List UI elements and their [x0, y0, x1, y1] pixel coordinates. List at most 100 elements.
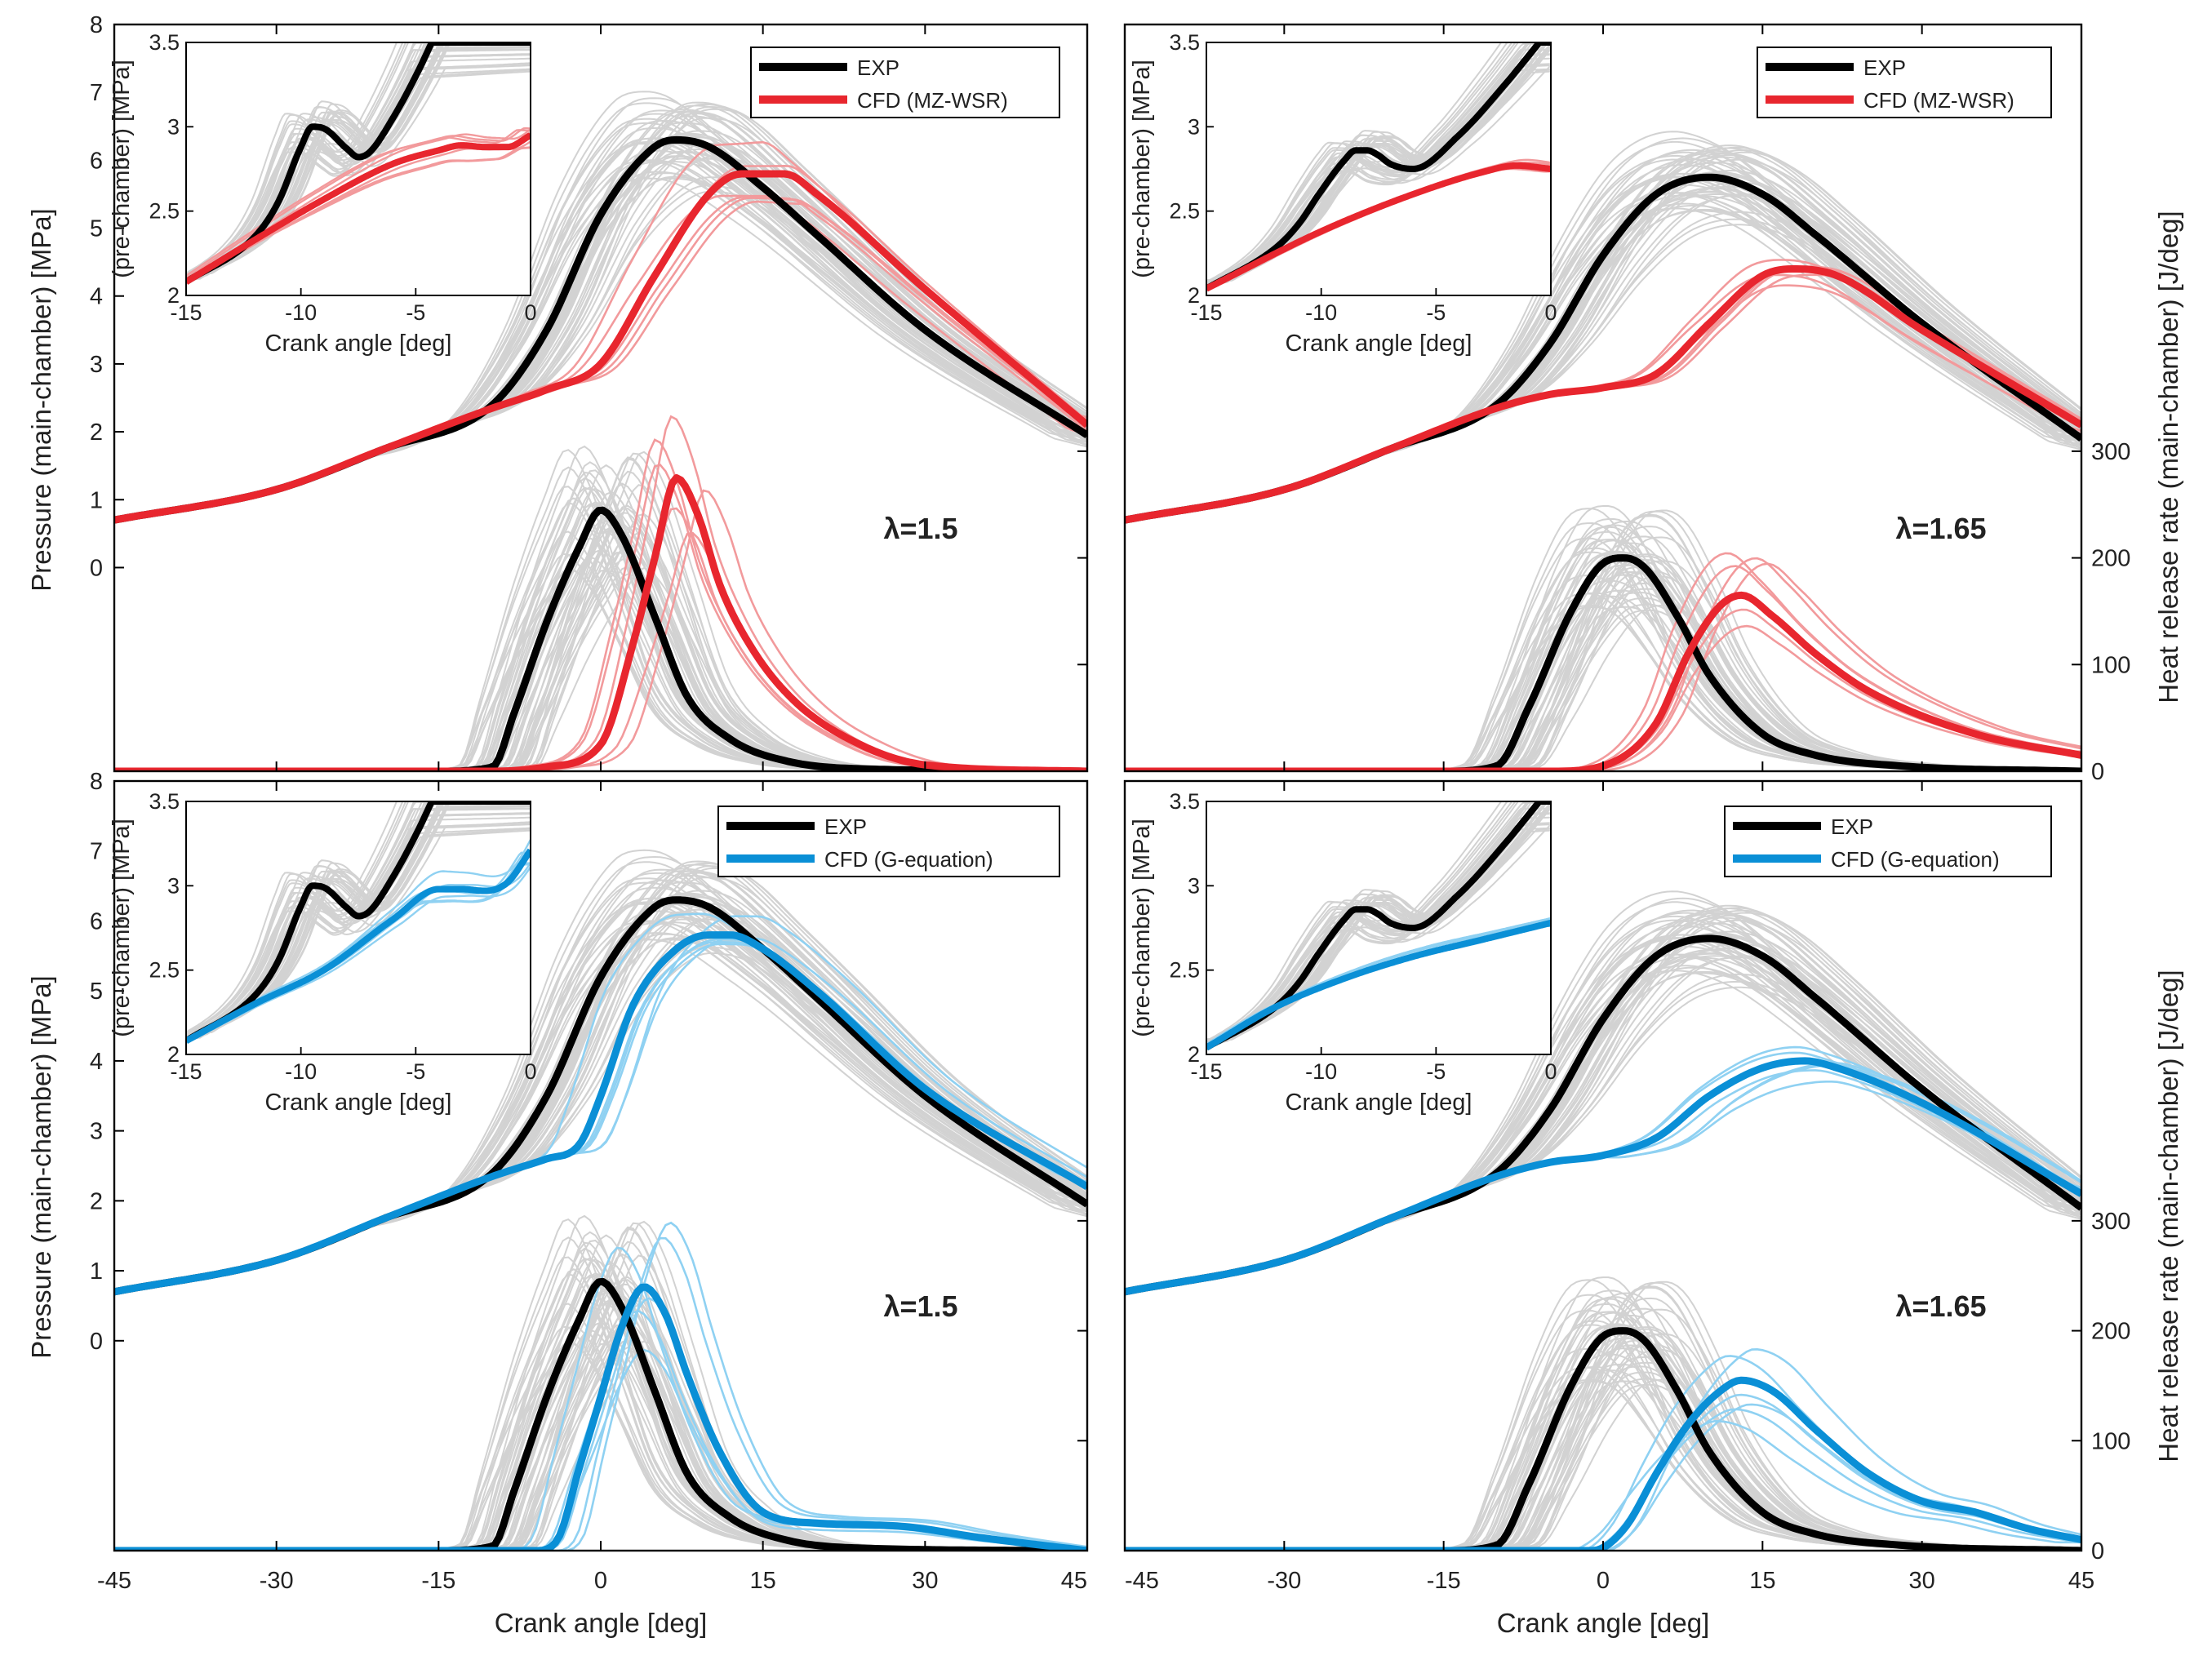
x-tick-label: 0	[594, 1568, 607, 1594]
inset-frame	[1206, 801, 1552, 1055]
hrr-tick-label: 0	[2091, 1538, 2104, 1565]
legend: EXP CFD (MZ-WSR)	[750, 47, 1060, 118]
pressure-tick-label: 2	[90, 419, 103, 446]
pressure-tick-label: 5	[90, 979, 103, 1005]
xlabel-right: Crank angle [deg]	[1497, 1608, 1710, 1638]
hrr-tick-label: 100	[2091, 652, 2130, 678]
exp-cycle-hrr-trace	[1125, 1371, 2081, 1551]
legend-model-label: CFD (G-equation)	[824, 847, 993, 872]
pressure-tick-label: 1	[90, 487, 103, 513]
pressure-tick-label: 0	[90, 1329, 103, 1355]
exp-cycle-hrr-trace	[1125, 597, 2081, 771]
inset-ylabel: (pre-chamber) [MPa]	[1129, 60, 1155, 278]
exp-cycle-hrr-trace	[1125, 551, 2081, 771]
inset-x-tick-label: 0	[524, 1059, 536, 1084]
legend-exp-label: EXP	[1831, 814, 1873, 839]
pressure-tick-label: 1	[90, 1258, 103, 1285]
inset-model-line	[1206, 162, 1551, 292]
pressure-tick-label: 0	[90, 555, 103, 581]
exp-cycle-hrr-trace	[1125, 510, 2081, 771]
inset-x-tick-label: 0	[1544, 300, 1557, 325]
inset-xlabel: Crank angle [deg]	[1286, 1090, 1472, 1116]
pressure-tick-label: 3	[90, 352, 103, 378]
inset-plot	[1206, 42, 1551, 292]
inset-y-tick-label: 3.5	[1169, 30, 1200, 55]
inset-y-tick-label: 3	[167, 114, 180, 139]
inset-y-tick-label: 2	[1188, 1042, 1200, 1067]
exp-cycle-hrr-trace	[1125, 570, 2081, 771]
lambda-label: λ=1.5	[883, 1289, 957, 1323]
exp-cycle-hrr-trace	[1125, 557, 2081, 771]
inset-exp-trace	[186, 801, 407, 1035]
legend-box	[1724, 806, 2052, 877]
inset: 2 2.5 3 3.5 -15 -10 -5 0 Crank angle [deg] (pre-c…	[109, 789, 537, 1116]
exp-cycle-hrr-trace	[114, 518, 1087, 771]
hrr-tick-label: 300	[2091, 439, 2130, 465]
inset-x-tick-label: -5	[1426, 300, 1446, 325]
pressure-tick-label: 7	[90, 80, 103, 106]
inset-y-tick-label: 2.5	[1169, 958, 1200, 983]
inset-exp-trace	[186, 42, 424, 281]
legend-model-label: CFD (G-equation)	[1831, 847, 2000, 872]
exp-cycle-hrr-trace	[1125, 1323, 2081, 1551]
inset-plot	[186, 801, 531, 1044]
inset-ylabel: (pre-chamber) [MPa]	[109, 60, 135, 278]
legend-box	[1757, 47, 2052, 118]
inset-exp-trace	[186, 42, 450, 275]
pressure-tick-label: 7	[90, 839, 103, 865]
inset-frame	[185, 801, 531, 1055]
left-ylabel-top: Pressure (main-chamber) [MPa]	[26, 208, 56, 591]
inset-exp-trace	[186, 42, 398, 274]
pressure-tick-label: 6	[90, 148, 103, 174]
x-tick-label: 30	[912, 1568, 938, 1594]
inset-frame	[185, 42, 531, 296]
inset-x-tick-label: -15	[1190, 300, 1222, 325]
inset-plot	[1206, 801, 1551, 1051]
hrr-tick-label: 100	[2091, 1428, 2130, 1454]
inset: 2 2.5 3 3.5 -15 -10 -5 0 Crank angle [deg] (pre-c…	[1129, 30, 1557, 357]
exp-cycle-hrr-trace	[1125, 539, 2081, 771]
inset: 2 2.5 3 3.5 -15 -10 -5 0 Crank angle [deg] (pre-c…	[1129, 789, 1557, 1116]
x-tick-label: 45	[2068, 1568, 2094, 1594]
inset-exp-trace	[186, 42, 407, 276]
inset-plot	[186, 42, 531, 285]
inset-exp-trace	[1206, 42, 1503, 283]
x-tick-label: -30	[1267, 1568, 1301, 1594]
lambda-label: λ=1.65	[1895, 512, 1986, 545]
exp-cycle-hrr-trace	[114, 1292, 1087, 1551]
exp-cycle-hrr-trace	[1125, 571, 2081, 771]
inset: 2 2.5 3 3.5 -15 -10 -5 0 Crank angle [deg] (pre-c…	[109, 30, 537, 357]
legend: EXP CFD (MZ-WSR)	[1757, 47, 2052, 118]
right-ylabel-bottom: Heat release rate (main-chamber) [J/deg]	[2153, 970, 2183, 1462]
pressure-tick-label: 4	[90, 284, 103, 310]
plot-area	[1125, 131, 2081, 771]
inset-y-tick-label: 2.5	[1169, 199, 1200, 224]
right-ylabel-top: Heat release rate (main-chamber) [J/deg]	[2153, 211, 2183, 703]
model-cycle-hrr-trace	[114, 1236, 1087, 1551]
model-cycle-hrr-trace	[114, 1348, 1087, 1551]
inset-model-line	[1206, 919, 1551, 1051]
inset-x-tick-label: 0	[524, 300, 536, 325]
inset-x-tick-label: -15	[1190, 1059, 1222, 1084]
inset-xlabel: Crank angle [deg]	[265, 331, 452, 357]
inset-x-tick-label: 0	[1544, 1059, 1557, 1084]
hrr-tick-label: 300	[2091, 1209, 2130, 1235]
x-tick-label: 45	[1061, 1568, 1087, 1594]
exp-cycle-hrr-trace	[114, 517, 1087, 771]
legend-exp-label: EXP	[824, 814, 867, 839]
exp-cycle-hrr-trace	[114, 1343, 1087, 1551]
exp-cycle-hrr-trace	[114, 537, 1087, 771]
inset-ylabel: (pre-chamber) [MPa]	[109, 819, 135, 1037]
model-pressure-line	[1125, 265, 2081, 524]
inset-y-tick-label: 2	[167, 1042, 180, 1067]
inset-model-trace	[186, 129, 531, 277]
inset-x-tick-label: -10	[1305, 1059, 1337, 1084]
lambda-label: λ=1.5	[883, 512, 957, 545]
x-tick-label: 15	[1749, 1568, 1775, 1594]
exp-cycle-hrr-trace	[114, 1309, 1087, 1551]
inset-y-tick-label: 3.5	[149, 789, 180, 814]
inset-xlabel: Crank angle [deg]	[265, 1090, 452, 1116]
hrr-tick-label: 200	[2091, 546, 2130, 572]
